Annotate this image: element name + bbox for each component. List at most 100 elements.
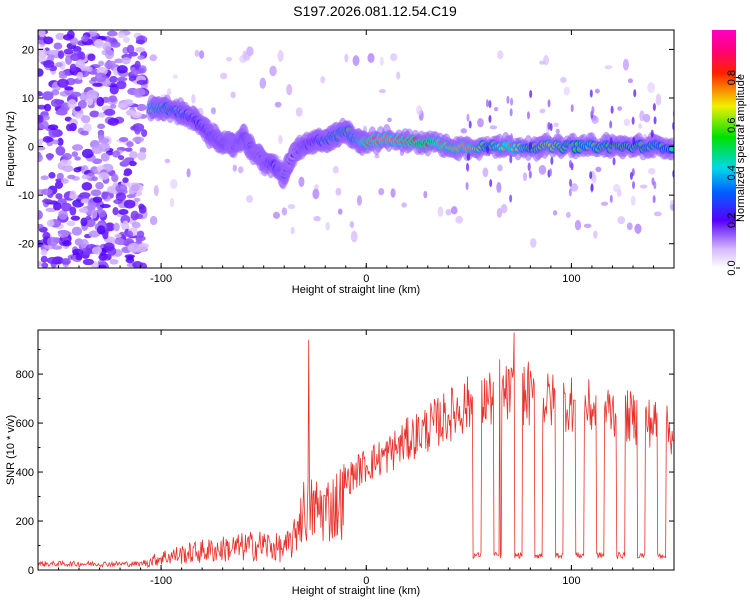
heatmap-cell xyxy=(85,215,92,220)
heatmap-cell xyxy=(149,54,158,62)
heatmap-cell xyxy=(98,253,108,261)
heatmap-cell xyxy=(99,204,111,209)
heatmap-cell xyxy=(570,104,574,113)
heatmap-cell xyxy=(53,202,62,211)
heatmap-cell xyxy=(71,151,78,158)
heatmap-cell xyxy=(80,207,89,213)
heatmap-cell xyxy=(509,194,513,203)
snr-panel: -100 0 100 0 200 400 600 800 Height of straight… xyxy=(5,329,675,597)
heatmap-cell xyxy=(46,236,59,247)
heatmap-cell xyxy=(547,99,551,108)
heatmap-cell xyxy=(219,72,228,80)
y-tick-label: 0 xyxy=(28,565,34,577)
heatmap-cell xyxy=(71,226,83,236)
colorbar-tick-label: 0.4 xyxy=(726,165,738,180)
heatmap-cell xyxy=(116,76,128,82)
heatmap-cell xyxy=(67,99,77,109)
heatmap-cell xyxy=(648,167,656,175)
heatmap-cell xyxy=(169,179,178,189)
heatmap-cell xyxy=(96,96,105,107)
heatmap-cell xyxy=(570,183,579,192)
heatmap-cell xyxy=(277,50,284,62)
heatmap-cell xyxy=(43,36,54,45)
heatmap-cell xyxy=(123,100,134,107)
heatmap-cell xyxy=(38,141,43,147)
heatmap-cell xyxy=(149,215,158,226)
heatmap-cell xyxy=(57,229,69,239)
heatmap-cell xyxy=(66,30,75,40)
heatmap-cell xyxy=(295,107,303,117)
heatmap-cell xyxy=(98,142,111,153)
heatmap-cell xyxy=(91,246,102,255)
colorbar-tick-label: 0.0 xyxy=(726,260,738,275)
heatmap-cell xyxy=(123,172,131,177)
heatmap-cell xyxy=(320,76,326,84)
heatmap-cell xyxy=(69,63,77,72)
heatmap-cell xyxy=(57,50,65,59)
heatmap-cell xyxy=(132,260,143,268)
heatmap-cell xyxy=(506,95,510,104)
heatmap-cell xyxy=(274,101,282,108)
heatmap-cell xyxy=(114,237,125,245)
x-tick-label: 100 xyxy=(562,575,580,587)
heatmap-cell xyxy=(552,210,558,216)
heatmap-cell xyxy=(137,55,145,60)
heatmap-cell xyxy=(379,56,384,66)
y-tick-label: -10 xyxy=(18,190,34,202)
heatmap-cell xyxy=(115,184,128,193)
heatmap-cell xyxy=(396,71,401,80)
heatmap-cell xyxy=(653,181,657,190)
heatmap-cell xyxy=(138,203,145,210)
heatmap-cell xyxy=(650,129,654,138)
heatmap-cell xyxy=(82,258,94,266)
heatmap-cell xyxy=(639,110,645,122)
heatmap-cell xyxy=(259,77,267,89)
heatmap-cell xyxy=(466,113,470,122)
heatmap-cell xyxy=(379,89,386,94)
heatmap-cell xyxy=(38,209,43,220)
snr-plot-area xyxy=(38,330,674,570)
heatmap-cell xyxy=(591,105,595,114)
heatmap-cell xyxy=(64,86,74,91)
heatmap-cell xyxy=(81,148,94,159)
heatmap-cell xyxy=(350,230,358,243)
heatmap-cell xyxy=(509,108,513,117)
heatmap-cell xyxy=(52,139,59,145)
heatmap-cell xyxy=(509,155,513,164)
heatmap-cell xyxy=(90,189,102,197)
heatmap-cell xyxy=(130,69,139,75)
heatmap-cell xyxy=(623,118,631,127)
heatmap-cell xyxy=(356,195,362,206)
heatmap-cell xyxy=(131,221,141,229)
heatmap-cell xyxy=(41,262,49,268)
heatmap-cell xyxy=(70,91,82,97)
heatmap-cell xyxy=(75,253,83,261)
x-tick-label: 0 xyxy=(363,575,369,587)
heatmap-cell xyxy=(98,60,105,67)
y-tick-label: 200 xyxy=(16,516,34,528)
heatmap-cell xyxy=(58,210,68,220)
y-tick-label: 0 xyxy=(28,142,34,154)
heatmap-cell xyxy=(116,65,128,74)
heatmap-cell xyxy=(593,230,598,239)
heatmap-cell xyxy=(132,136,145,143)
heatmap-cell xyxy=(549,168,553,177)
heatmap-cell xyxy=(390,53,398,62)
heatmap-cell xyxy=(38,223,44,229)
heatmap-cell xyxy=(128,160,137,167)
heatmap-cell xyxy=(617,106,623,111)
heatmap-cell xyxy=(539,60,546,65)
heatmap-cell xyxy=(135,46,145,53)
heatmap-cell xyxy=(104,222,115,232)
heatmap-cell xyxy=(352,55,360,67)
heatmap-cell xyxy=(130,210,139,221)
heatmap-cell xyxy=(126,194,136,199)
heatmap-cell xyxy=(42,115,50,121)
heatmap-cell xyxy=(40,255,48,264)
heatmap-cell xyxy=(76,71,84,81)
heatmap-cell xyxy=(589,89,593,98)
heatmap-cell xyxy=(81,115,91,124)
heatmap-cell xyxy=(493,106,499,112)
